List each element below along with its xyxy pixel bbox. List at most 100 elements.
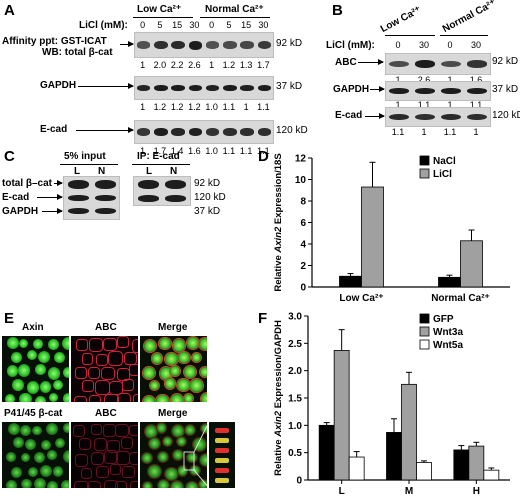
m5-cell bbox=[115, 423, 129, 438]
m2-cell bbox=[116, 392, 131, 402]
chart-d-xlabel-1: Normal Ca²⁺ bbox=[431, 293, 490, 304]
m3-cell bbox=[170, 366, 180, 377]
lane-n-2: N bbox=[170, 166, 178, 177]
a-gapdh-band-3 bbox=[188, 85, 203, 91]
chart-d-xlabel-0: Low Ca²⁺ bbox=[339, 293, 383, 304]
c-input-band-1-1 bbox=[95, 195, 116, 201]
a-ecad-band-6 bbox=[240, 128, 254, 136]
m6-cell bbox=[172, 425, 185, 438]
chart-d-ytick-label-5: 10 bbox=[295, 175, 307, 186]
gapdh-arrow bbox=[78, 83, 134, 89]
b-size-92kd: 92 kD bbox=[492, 56, 519, 67]
m3-cell bbox=[165, 352, 178, 366]
c-ip-band-1-1 bbox=[165, 194, 186, 202]
m4-cell bbox=[52, 466, 64, 478]
m3-cell bbox=[186, 336, 200, 350]
m6-cell bbox=[198, 479, 207, 488]
m6-cell bbox=[186, 481, 198, 488]
chart-f-legend-swatch-1 bbox=[419, 326, 430, 337]
b-low-ca-label: Low Ca²⁺ bbox=[378, 4, 424, 36]
m2-cell bbox=[108, 351, 123, 367]
b-size-37kd: 37 kD bbox=[492, 84, 519, 95]
chart-f-ytick-label-5: 2.5 bbox=[288, 339, 302, 350]
panel-label-b: B bbox=[332, 2, 343, 19]
chart-f-bar-1-1 bbox=[401, 383, 417, 481]
size-37kd: 37 kD bbox=[276, 81, 303, 92]
m1-cell bbox=[48, 367, 61, 380]
b-ecad-band-0 bbox=[388, 113, 410, 121]
b-ecad-arrow bbox=[365, 113, 385, 119]
a-gapdh-band-4 bbox=[205, 85, 220, 91]
m6-cell bbox=[142, 453, 152, 464]
m3-cell bbox=[199, 366, 207, 377]
b-ecad-band-1 bbox=[414, 113, 436, 121]
m5-cell bbox=[78, 438, 91, 451]
m3-cell bbox=[199, 337, 207, 351]
m1-cell bbox=[63, 393, 69, 402]
chart-f-ytick-label-6: 3.0 bbox=[288, 312, 302, 323]
m1-cell bbox=[52, 380, 63, 391]
b-q1-3: 1.6 bbox=[469, 75, 483, 85]
micrograph-abc-2 bbox=[71, 422, 138, 488]
a-q1-3: 2.6 bbox=[188, 60, 201, 70]
b-normal-ca-label: Normal Ca²⁺ bbox=[440, 0, 498, 36]
m4-cell bbox=[6, 452, 16, 462]
micrograph-merge-2 bbox=[140, 422, 207, 488]
a-q3-3: 1.6 bbox=[188, 146, 201, 156]
m5-cell bbox=[130, 480, 138, 488]
b-conc-0: 0 bbox=[395, 40, 401, 50]
m5-cell bbox=[115, 480, 128, 488]
b-ecad-band-2 bbox=[440, 113, 462, 121]
b-conc-3: 30 bbox=[470, 40, 481, 50]
a-conc-3: 30 bbox=[189, 20, 200, 30]
a-q2-6: 1 bbox=[243, 102, 249, 112]
m4-cell bbox=[21, 478, 32, 488]
m5-cell bbox=[107, 439, 120, 453]
m3-cell bbox=[183, 393, 193, 402]
m3-cell bbox=[201, 393, 207, 402]
panel-label-f: F bbox=[258, 310, 268, 327]
chart-d-bar-0-0 bbox=[339, 275, 362, 288]
chart-f-bar-2-1 bbox=[468, 445, 485, 481]
m2-cell bbox=[124, 352, 137, 365]
c-total-beta-label: total β–cat bbox=[2, 178, 53, 189]
b-q3-0: 1.1 bbox=[391, 127, 405, 137]
e-merge-label-1: Merge bbox=[158, 322, 188, 333]
m2-cell bbox=[132, 394, 138, 402]
chart-d: 0 2 4 6 8 10 12 Relative Axin2 Expression/18S Lo… bbox=[273, 153, 510, 304]
b-q3-3: 1 bbox=[473, 127, 479, 137]
m2-cell bbox=[73, 395, 87, 402]
m7-stripe-0 bbox=[215, 428, 229, 433]
chart-f-ytick-label-2: 1.0 bbox=[288, 421, 302, 432]
m1-cell bbox=[6, 365, 19, 378]
a-ecad-band-3 bbox=[188, 128, 203, 136]
a-q2-5: 1.1 bbox=[222, 102, 236, 112]
a-q3-2: 1.4 bbox=[170, 146, 184, 156]
chart-f-legend-label-2: Wnt5a bbox=[433, 340, 463, 351]
chart-f-bar-0-2 bbox=[348, 456, 365, 481]
m4-cell bbox=[54, 437, 66, 448]
chart-f-bar-0-0 bbox=[318, 424, 335, 481]
b-q1-1: 2.6 bbox=[417, 75, 431, 85]
m2-cell bbox=[75, 367, 87, 379]
m3-cell bbox=[177, 378, 190, 392]
a-gapdh-band-2 bbox=[171, 85, 185, 91]
c-arrow-2 bbox=[37, 194, 63, 200]
m1-cell bbox=[5, 394, 16, 402]
low-ca-label: Low Ca²⁺ bbox=[137, 4, 182, 15]
m6-cell bbox=[144, 425, 158, 438]
e-p4145-label: P41/45 β-cat bbox=[4, 408, 63, 419]
micrograph-inset-zoom bbox=[209, 422, 235, 488]
m6-cell bbox=[158, 480, 170, 488]
m5-cell bbox=[116, 450, 131, 465]
a-beta-band-3 bbox=[188, 40, 203, 50]
m3-cell bbox=[164, 378, 176, 389]
m4-cell bbox=[46, 480, 59, 488]
m3-cell bbox=[190, 379, 203, 392]
chart-d-ytick-label-4: 8 bbox=[300, 197, 306, 208]
chart-f-bar-2-0 bbox=[453, 449, 470, 481]
m5-cell bbox=[122, 465, 135, 479]
b-gapdh-band-2 bbox=[440, 88, 462, 94]
micrograph-axin bbox=[2, 336, 69, 402]
ip-bracket bbox=[132, 164, 190, 165]
